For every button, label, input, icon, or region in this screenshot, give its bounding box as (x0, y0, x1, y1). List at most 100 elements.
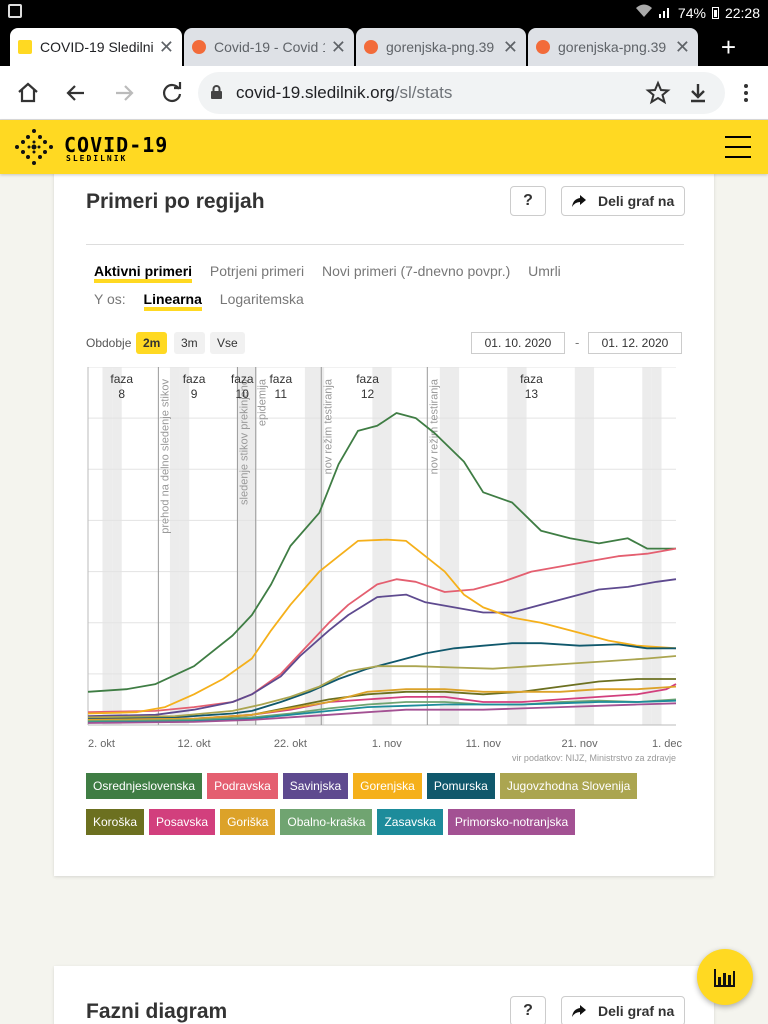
legend-item[interactable]: Obalno-kraška (280, 809, 373, 835)
weekend-band (574, 367, 585, 725)
close-tab-icon[interactable]: ✕ (674, 36, 690, 57)
help-button[interactable]: ? (510, 996, 546, 1024)
y-axis-linear[interactable]: Linearna (143, 291, 203, 311)
phase-number: 11 (275, 387, 288, 401)
phase-diagram-card: Fazni diagram ? Deli graf na (54, 966, 714, 1024)
x-tick-label: 21. nov (562, 738, 599, 750)
legend-item[interactable]: Primorsko-notranjska (447, 809, 576, 835)
regions-line-chart[interactable]: prehod na delno sledenje stikov sledenje … (86, 367, 686, 767)
series-line (87, 698, 677, 723)
logo-subtitle: SLEDILNIK (66, 154, 128, 163)
date-from-input[interactable]: 01. 10. 2020 (471, 332, 565, 354)
phase-number: 8 (118, 387, 125, 401)
tab-active-cases[interactable]: Aktivni primeri (94, 263, 193, 283)
x-tick-label: 22. okt (274, 738, 307, 750)
share-label: Deli graf na (598, 193, 675, 209)
legend-item[interactable]: Podravska (207, 773, 278, 799)
x-tick-label: 11. nov (466, 738, 502, 750)
legend-item[interactable]: Zasavska (377, 809, 443, 835)
x-tick-label: 12. okt (178, 738, 211, 750)
weekend-band (372, 367, 382, 725)
weekend-band (651, 367, 662, 725)
close-tab-icon[interactable]: ✕ (502, 36, 518, 57)
period-all-button[interactable]: Vse (210, 332, 245, 354)
battery-icon (711, 6, 719, 19)
weekend-band (304, 367, 315, 725)
lock-icon (211, 85, 222, 99)
help-button[interactable]: ? (510, 186, 546, 216)
period-2m-button[interactable]: 2m (136, 332, 168, 354)
close-tab-icon[interactable]: ✕ (330, 36, 346, 57)
logo-title: COVID-19 (64, 133, 169, 157)
event-label: prehod na delno sledenje stikov (159, 379, 171, 534)
share-button[interactable]: Deli graf na (561, 996, 685, 1024)
event-label: epidemija (257, 378, 269, 426)
weekend-band (382, 367, 392, 725)
legend-item[interactable]: Koroška (86, 809, 145, 835)
tab-favicon (536, 40, 550, 54)
series-line (87, 538, 677, 715)
tab-title: gorenjska-png.39 (558, 39, 667, 55)
download-icon[interactable] (684, 79, 712, 107)
address-bar[interactable]: covid-19.sledilnik.org/sl/stats (198, 72, 725, 114)
browser-toolbar: covid-19.sledilnik.org/sl/stats (0, 66, 768, 120)
date-to-input[interactable]: 01. 12. 2020 (588, 332, 682, 354)
overflow-menu-icon[interactable] (732, 79, 760, 107)
phase-number: 12 (361, 387, 375, 401)
weekend-band (584, 367, 595, 725)
wifi-icon (635, 4, 652, 21)
legend-item[interactable]: Jugovzhodna Slovenija (499, 773, 638, 799)
period-3m-button[interactable]: 3m (174, 332, 205, 354)
legend-item[interactable]: Gorenjska (353, 773, 422, 799)
new-tab-icon[interactable]: + (720, 32, 736, 62)
weekend-band (237, 367, 248, 725)
metric-tabs: Aktivni primeri Potrjeni primeri Novi pr… (94, 263, 575, 283)
series-line (87, 702, 677, 724)
phase-number: 13 (525, 387, 539, 401)
sledilnik-logo-icon[interactable] (14, 128, 54, 166)
reload-icon[interactable] (158, 79, 186, 107)
tab-favicon (364, 40, 378, 54)
browser-tab-covid[interactable]: Covid-19 - Covid 19 ✕ (184, 28, 354, 66)
weekend-band (112, 367, 122, 725)
browser-tab-strip: COVID-19 Sledilnik ✕ Covid-19 - Covid 19… (0, 24, 768, 66)
weekend-band (247, 367, 257, 725)
legend-item[interactable]: Savinjska (282, 773, 349, 799)
sledilnik-favicon (18, 40, 32, 54)
back-icon[interactable] (62, 79, 90, 107)
url-path: /sl/stats (394, 83, 453, 102)
tab-title: gorenjska-png.39 (386, 39, 495, 55)
tab-title: COVID-19 Sledilnik (40, 39, 153, 55)
charts-nav-fab[interactable] (697, 949, 753, 1005)
browser-tab-gorenjska-2[interactable]: gorenjska-png.39 ✕ (528, 28, 698, 66)
forward-icon[interactable] (110, 79, 138, 107)
tab-new-cases[interactable]: Novi primeri (7-dnevno povpr.) (321, 263, 511, 279)
tab-deaths[interactable]: Umrli (528, 263, 561, 279)
card-title: Fazni diagram (86, 1000, 228, 1024)
signal-icon (658, 4, 672, 21)
share-label: Deli graf na (598, 1003, 675, 1019)
legend-item[interactable]: Posavska (149, 809, 216, 835)
legend-item[interactable]: Pomurska (426, 773, 495, 799)
phase-label: faza (110, 372, 133, 386)
browser-tab-gorenjska-1[interactable]: gorenjska-png.39 ✕ (356, 28, 526, 66)
legend-item[interactable]: Goriška (220, 809, 276, 835)
bookmark-star-icon[interactable] (644, 79, 672, 107)
event-label: nov režim testiranja (428, 378, 440, 474)
browser-tab-sledilnik[interactable]: COVID-19 Sledilnik ✕ (10, 28, 182, 66)
weekend-band (642, 367, 652, 725)
y-axis-log[interactable]: Logaritemska (219, 291, 304, 307)
phase-label: faza (520, 372, 543, 386)
phase-label: faza (231, 372, 254, 386)
close-tab-icon[interactable]: ✕ (158, 36, 174, 57)
hamburger-menu-icon[interactable] (725, 136, 751, 158)
share-button[interactable]: Deli graf na (561, 186, 685, 216)
date-separator: - (575, 335, 580, 350)
period-label: Obdobje (86, 336, 132, 350)
legend-item[interactable]: Osrednjeslovenska (86, 773, 203, 799)
share-arrow-icon (572, 1005, 586, 1017)
weekend-band (449, 367, 460, 725)
tab-confirmed-cases[interactable]: Potrjeni primeri (209, 263, 305, 279)
home-icon[interactable] (14, 79, 42, 107)
series-line (87, 642, 676, 720)
